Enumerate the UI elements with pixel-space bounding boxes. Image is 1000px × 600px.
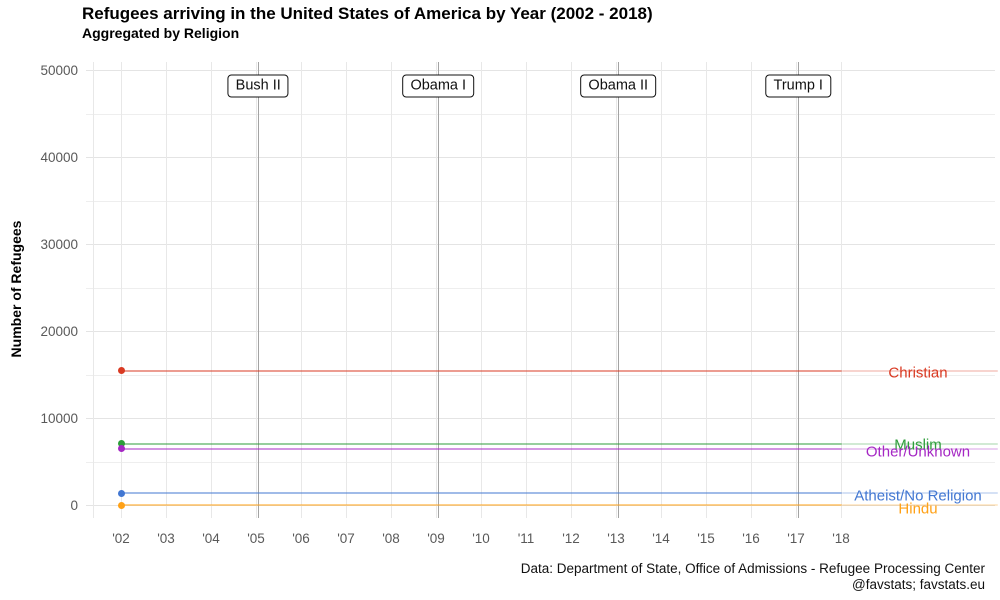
y-tick-label-40000: 40000 <box>40 149 78 165</box>
gridline-x-2015 <box>705 62 707 518</box>
gridline-x-2017 <box>795 62 797 518</box>
president-line-trump-i <box>797 62 799 518</box>
x-tick-label-2003: '03 <box>157 531 175 546</box>
data-point-muslim-2002 <box>117 440 125 448</box>
x-tick-label-2002: '02 <box>112 531 130 546</box>
president-line-bush-ii <box>257 62 259 518</box>
series-line-extension-other-unknown <box>842 447 998 450</box>
series-line-other-unknown <box>122 447 842 450</box>
x-tick-label-2014: '14 <box>652 531 670 546</box>
president-line-obama-ii <box>617 62 619 518</box>
data-point-atheist-no-religion-2002 <box>117 489 125 497</box>
x-tick-label-2016: '16 <box>742 531 760 546</box>
gridline-panel-left-edge <box>92 62 94 518</box>
x-tick-label-2008: '08 <box>382 531 400 546</box>
y-tick-label-0: 0 <box>70 497 78 513</box>
series-label-hindu: Hindu <box>898 500 938 518</box>
series-line-atheist-no-religion <box>122 492 842 495</box>
president-label-obama-ii: Obama II <box>580 74 657 98</box>
president-line-obama-i <box>437 62 439 518</box>
gridline-x-2007 <box>345 62 347 518</box>
gridline-x-2008 <box>390 62 392 518</box>
president-label-trump-i: Trump I <box>765 74 831 98</box>
series-label-other-unknown: Other/Unknown <box>865 443 971 460</box>
series-line-extension-atheist-no-religion <box>842 492 998 495</box>
data-point-hindu-2002 <box>117 501 125 509</box>
series-line-christian <box>122 369 842 372</box>
caption-credit-line: @favstats; favstats.eu <box>851 576 985 592</box>
y-tick-label-20000: 20000 <box>40 323 78 339</box>
gridline-y-minor-25000 <box>86 287 995 289</box>
gridline-y-minor-45000 <box>86 113 995 115</box>
x-tick-label-2011: '11 <box>517 531 535 546</box>
data-point-christian-2002 <box>117 367 125 375</box>
gridline-x-2009 <box>435 62 437 518</box>
gridline-y-30000 <box>86 244 995 245</box>
series-label-muslim: Muslim <box>894 436 942 454</box>
series-line-muslim <box>122 442 842 445</box>
gridline-y-minor-15000 <box>86 374 995 376</box>
x-tick-label-2013: '13 <box>607 531 625 546</box>
x-tick-label-2005: '05 <box>247 531 265 546</box>
series-line-extension-muslim <box>842 442 998 445</box>
gridline-y-40000 <box>86 157 995 158</box>
gridline-x-2010 <box>480 62 482 518</box>
gridline-x-2005 <box>255 62 257 518</box>
x-tick-label-2012: '12 <box>562 531 580 546</box>
x-tick-label-2015: '15 <box>697 531 715 546</box>
gridline-y-20000 <box>86 331 995 332</box>
gridline-x-2002 <box>120 62 122 518</box>
gridline-y-minor-5000 <box>86 461 995 463</box>
gridline-y-minor-35000 <box>86 200 995 202</box>
gridline-x-2016 <box>750 62 752 518</box>
gridline-x-2014 <box>660 62 662 518</box>
y-tick-label-10000: 10000 <box>40 410 78 426</box>
series-line-extension-hindu <box>842 504 998 507</box>
x-tick-label-2004: '04 <box>202 531 220 546</box>
x-tick-label-2009: '09 <box>427 531 445 546</box>
gridline-x-2004 <box>210 62 212 518</box>
gridline-y-50000 <box>86 70 995 71</box>
caption-source-line: Data: Department of State, Office of Adm… <box>520 561 985 576</box>
series-line-hindu <box>122 504 842 507</box>
gridline-x-2018 <box>840 62 842 518</box>
gridline-x-2011 <box>525 62 527 518</box>
gridline-x-2003 <box>165 62 167 518</box>
y-tick-label-50000: 50000 <box>40 62 78 78</box>
caption: Data: Department of State, Office of Adm… <box>521 561 985 592</box>
series-label-atheist-no-religion: Atheist/No Religion <box>854 487 982 505</box>
gridline-x-2006 <box>300 62 302 518</box>
x-tick-label-2018: '18 <box>832 531 850 546</box>
y-axis-title: Number of Refugees <box>8 220 24 358</box>
x-tick-label-2010: '10 <box>472 531 490 546</box>
president-label-obama-i: Obama I <box>402 74 475 98</box>
gridline-x-2012 <box>570 62 572 518</box>
gridline-y-10000 <box>86 418 995 419</box>
x-tick-label-2007: '07 <box>337 531 355 546</box>
x-tick-label-2006: '06 <box>292 531 310 546</box>
gridline-x-2013 <box>615 62 617 518</box>
chart-subtitle: Aggregated by Religion <box>82 25 240 41</box>
series-line-extension-christian <box>842 369 998 372</box>
data-point-other-unknown-2002 <box>117 445 125 452</box>
series-label-christian: Christian <box>888 364 948 382</box>
president-label-bush-ii: Bush II <box>227 74 289 98</box>
x-tick-label-2017: '17 <box>787 531 805 546</box>
chart-title: Refugees arriving in the United States o… <box>82 4 653 23</box>
y-tick-label-30000: 30000 <box>40 236 78 252</box>
